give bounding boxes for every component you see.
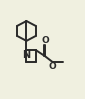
Text: O: O (49, 62, 57, 71)
Text: N: N (22, 50, 31, 60)
Text: O: O (41, 36, 49, 45)
